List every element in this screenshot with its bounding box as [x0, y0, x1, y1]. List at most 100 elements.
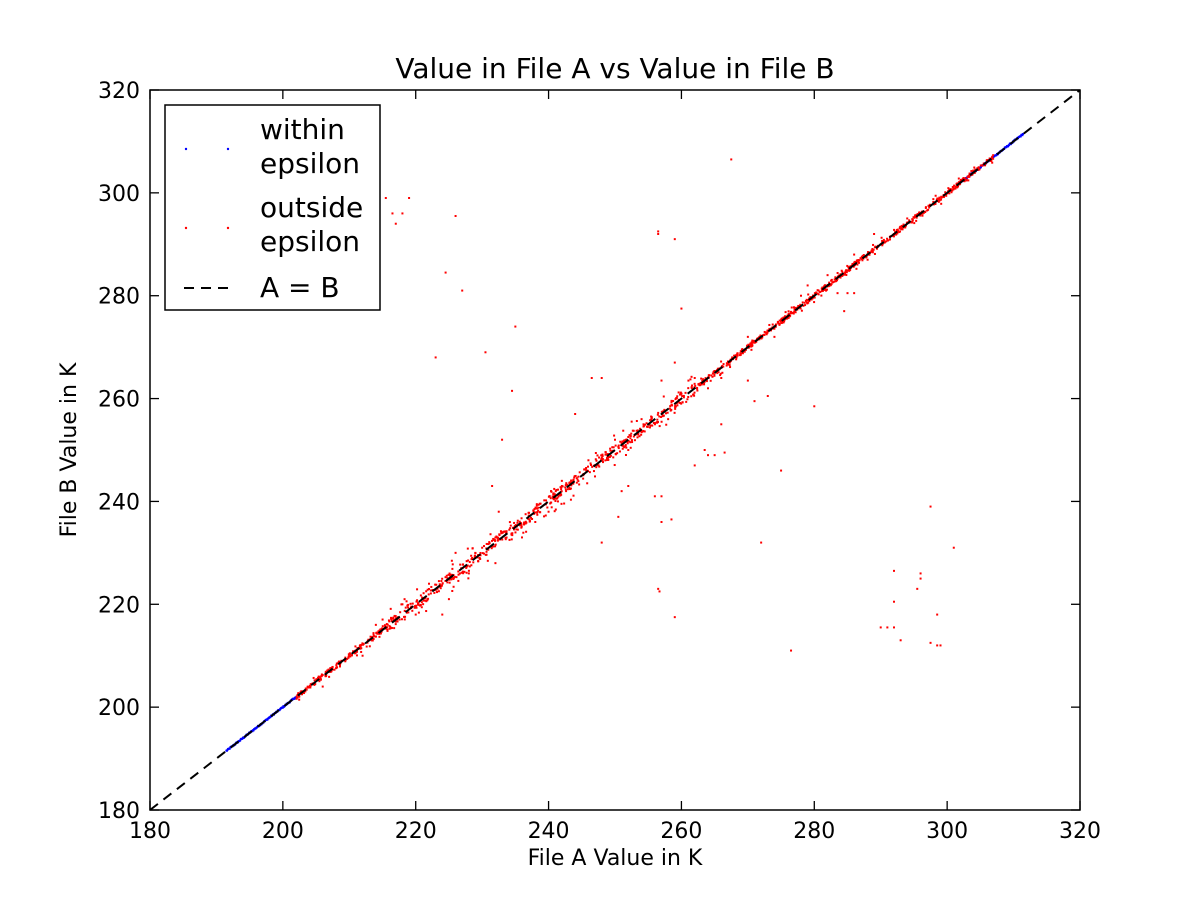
outside-epsilon-point [735, 358, 738, 361]
outside-epsilon-point [902, 223, 905, 226]
outside-epsilon-point [465, 560, 468, 563]
outside-epsilon-point [552, 495, 555, 498]
outside-epsilon-point [816, 289, 819, 292]
outside-epsilon-point [326, 669, 329, 672]
outside-epsilon-point [660, 521, 663, 523]
outside-epsilon-point [693, 464, 696, 467]
outside-epsilon-point [934, 194, 937, 197]
outside-epsilon-point [663, 408, 666, 411]
outside-epsilon-point [433, 591, 436, 594]
outside-epsilon-point [871, 249, 874, 252]
outside-epsilon-point [825, 289, 828, 292]
outside-epsilon-point [376, 632, 379, 635]
outside-epsilon-point [868, 253, 871, 256]
ticks-layer: 180 200 220 240 260 280 300 320 180 200 220 240 260 2… [98, 79, 1101, 844]
outside-epsilon-point [742, 351, 745, 354]
outside-epsilon-point [452, 585, 455, 588]
outside-epsilon-point [673, 411, 676, 414]
outside-epsilon-point [630, 439, 633, 442]
outside-epsilon-point [467, 572, 470, 575]
outside-epsilon-point [425, 610, 428, 613]
outside-epsilon-point [992, 154, 995, 157]
outside-epsilon-point [915, 216, 918, 219]
outside-epsilon-point [468, 565, 471, 568]
legend-marker-within-epsilon-right [226, 147, 230, 151]
outside-epsilon-point [693, 377, 696, 379]
outside-epsilon-point [545, 499, 548, 502]
outside-epsilon-point [813, 292, 816, 295]
outside-epsilon-point [497, 536, 500, 539]
outside-epsilon-point [588, 471, 591, 474]
outside-epsilon-point [457, 573, 460, 576]
outside-epsilon-point [836, 292, 839, 295]
outside-epsilon-point [650, 424, 653, 427]
outside-epsilon-point [422, 592, 425, 595]
legend: within epsilon outside epsilon A = B [164, 104, 381, 311]
outside-epsilon-point [753, 400, 756, 403]
outside-epsilon-point [957, 177, 960, 180]
outside-epsilon-point [893, 600, 895, 603]
outside-epsilon-point [375, 631, 378, 634]
outside-epsilon-point [673, 616, 676, 619]
outside-epsilon-point [559, 494, 562, 497]
within-epsilon-point [252, 729, 255, 732]
outside-epsilon-point [614, 444, 617, 447]
outside-epsilon-point [494, 562, 497, 565]
outside-epsilon-point [746, 379, 749, 382]
outside-epsilon-point [569, 482, 572, 485]
outside-epsilon-point [557, 495, 560, 498]
outside-epsilon-point [560, 488, 563, 491]
outside-epsilon-point [896, 232, 899, 235]
outside-epsilon-point [766, 395, 769, 397]
outside-epsilon-point [307, 686, 310, 689]
outside-epsilon-point [324, 670, 327, 673]
outside-epsilon-point [657, 230, 660, 233]
outside-epsilon-point [632, 435, 635, 438]
outside-epsilon-point [333, 668, 336, 671]
outside-epsilon-point [950, 189, 953, 192]
outside-epsilon-point [644, 423, 647, 426]
outside-epsilon-point [968, 172, 971, 175]
outside-epsilon-point [942, 195, 945, 198]
outside-epsilon-point [624, 438, 627, 441]
outside-epsilon-point [392, 618, 395, 621]
outside-epsilon-point [900, 228, 903, 231]
outside-epsilon-point [362, 642, 365, 645]
outside-epsilon-point [667, 418, 670, 421]
outside-epsilon-point [665, 423, 668, 426]
outside-epsilon-point [940, 195, 943, 198]
outside-epsilon-point [352, 650, 355, 653]
outside-epsilon-point [595, 459, 598, 462]
outside-epsilon-point [719, 374, 722, 377]
outside-epsilon-point [733, 354, 736, 357]
outside-epsilon-point [573, 475, 576, 478]
outside-epsilon-point [440, 585, 443, 588]
outside-epsilon-point [856, 260, 859, 263]
outside-epsilon-point [501, 438, 504, 441]
outside-epsilon-point [535, 503, 538, 506]
outside-epsilon-point [618, 450, 621, 453]
outside-epsilon-point [486, 559, 489, 562]
outside-epsilon-point [479, 551, 482, 554]
outside-epsilon-point [563, 502, 566, 505]
outside-epsilon-point [991, 155, 994, 158]
outside-epsilon-point [390, 626, 393, 629]
outside-epsilon-point [856, 263, 859, 266]
outside-epsilon-point [934, 202, 937, 205]
outside-epsilon-point [626, 440, 629, 443]
outside-epsilon-point [640, 418, 643, 421]
outside-epsilon-point [968, 175, 971, 178]
outside-epsilon-point [761, 336, 764, 339]
outside-epsilon-point [979, 164, 982, 167]
outside-epsilon-point [721, 371, 724, 374]
outside-epsilon-point [321, 685, 324, 688]
outside-epsilon-point [426, 599, 429, 602]
outside-epsilon-point [577, 480, 580, 483]
outside-epsilon-point [690, 395, 693, 398]
outside-epsilon-point [460, 571, 463, 574]
outside-epsilon-point [488, 542, 491, 545]
outside-epsilon-point [854, 260, 857, 263]
outside-epsilon-point [778, 319, 781, 322]
outside-epsilon-point [824, 284, 827, 287]
outside-epsilon-point [497, 537, 500, 540]
